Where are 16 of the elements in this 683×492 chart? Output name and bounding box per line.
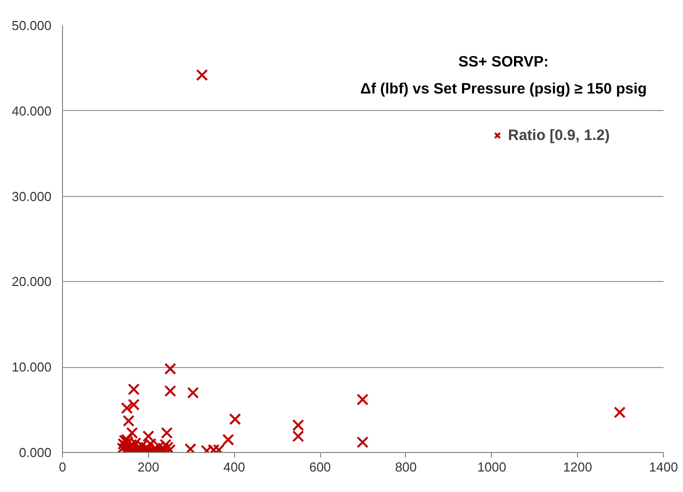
x-tick-label: 0 xyxy=(58,460,66,474)
y-tick-label: 20.000 xyxy=(12,274,52,290)
x-tick-label: 400 xyxy=(223,460,246,474)
x-tick-label: 1200 xyxy=(563,460,592,474)
y-tick-label: 30.000 xyxy=(12,188,52,204)
x-tick-label: 800 xyxy=(395,460,417,474)
y-tick-label: 40.000 xyxy=(12,103,52,118)
y-tick-label: 10.000 xyxy=(12,360,52,375)
legend-label: Ratio [0.9, 1.2) xyxy=(508,126,610,144)
x-tick-label: 1000 xyxy=(477,460,506,474)
text: SS+ SORVP: Δf (lbf) vs Set Pressure (psig) ≥ 150 psig xyxy=(360,54,647,98)
y-tick-label: 50.000 xyxy=(12,18,52,33)
x-tick-label: 1400 xyxy=(649,460,678,474)
x-tick-label: 600 xyxy=(309,460,331,474)
y-tick-label: 0.000 xyxy=(18,445,52,460)
x-tick-label: 200 xyxy=(138,460,160,474)
